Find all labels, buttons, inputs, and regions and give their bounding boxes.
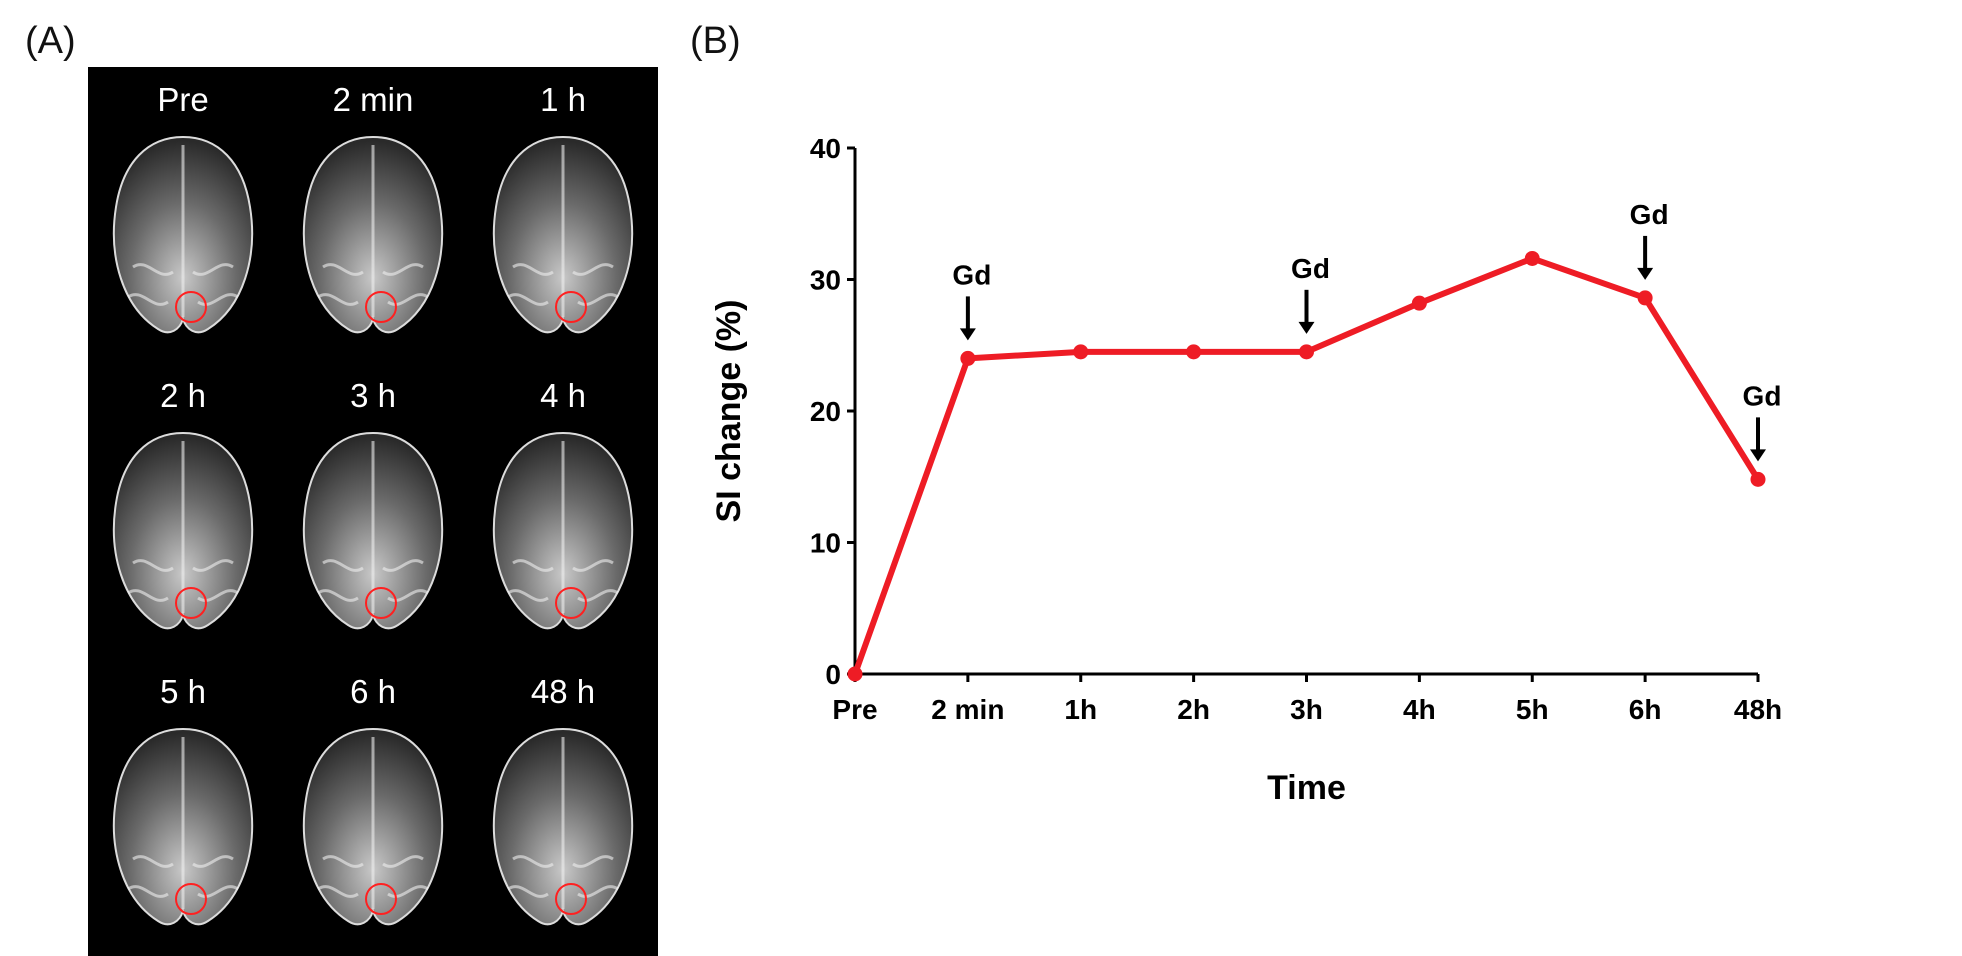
mri-image-cell: 3 h bbox=[278, 363, 468, 659]
x-axis-title: Time bbox=[1267, 769, 1346, 807]
annotation-arrow-head bbox=[1637, 267, 1654, 280]
data-point bbox=[1299, 344, 1314, 360]
mri-brain-image bbox=[302, 135, 444, 334]
mri-image-cell: 6 h bbox=[278, 659, 468, 955]
roi-circle bbox=[555, 291, 587, 323]
brain-sulci bbox=[317, 441, 429, 613]
annotation-label: Gd bbox=[1743, 380, 1782, 411]
roi-circle bbox=[555, 587, 587, 619]
roi-circle bbox=[175, 587, 207, 619]
x-tick-label: 5h bbox=[1516, 694, 1549, 725]
brain-sulci bbox=[127, 737, 239, 909]
mri-image-grid: Pre 2 min 1 h 2 h 3 h 4 h 5 h 6 h 48 h bbox=[88, 67, 658, 956]
mri-time-label: 4 h bbox=[540, 377, 586, 414]
brain-sulci bbox=[317, 737, 429, 909]
mri-image-cell: Pre bbox=[88, 67, 278, 363]
y-tick-label: 0 bbox=[825, 659, 841, 690]
data-point bbox=[1411, 295, 1427, 311]
mri-brain-image bbox=[302, 431, 444, 630]
mri-brain-image bbox=[492, 727, 634, 926]
mri-image-cell: 48 h bbox=[468, 659, 658, 955]
brain-sulci bbox=[507, 737, 619, 909]
mri-time-label: 2 min bbox=[332, 81, 414, 118]
mri-image-cell: 1 h bbox=[468, 67, 658, 363]
data-point bbox=[1524, 250, 1540, 266]
brain-sulci bbox=[507, 441, 619, 613]
x-tick-label: 48h bbox=[1734, 694, 1782, 725]
data-point bbox=[1637, 290, 1653, 306]
x-tick-label: 3h bbox=[1290, 694, 1323, 725]
x-tick-label: 2h bbox=[1177, 694, 1210, 725]
mri-brain-image bbox=[302, 727, 444, 926]
mri-brain-image bbox=[492, 431, 634, 630]
x-tick-label: Pre bbox=[832, 694, 877, 725]
data-point bbox=[960, 350, 976, 366]
mri-brain-image bbox=[112, 727, 254, 926]
data-point bbox=[1186, 344, 1202, 360]
x-tick-label: 6h bbox=[1629, 694, 1662, 725]
data-point bbox=[1073, 344, 1089, 360]
roi-circle bbox=[175, 291, 207, 323]
y-axis-title: SI change (%) bbox=[710, 300, 748, 523]
mri-time-label: 1 h bbox=[540, 81, 586, 118]
annotation-label: Gd bbox=[952, 259, 991, 290]
brain-sulci bbox=[317, 145, 429, 317]
brain-sulci bbox=[127, 441, 239, 613]
roi-circle bbox=[365, 291, 397, 323]
y-tick-label: 30 bbox=[810, 265, 841, 296]
mri-image-cell: 4 h bbox=[468, 363, 658, 659]
roi-circle bbox=[365, 587, 397, 619]
roi-circle bbox=[175, 883, 207, 915]
si-change-line-chart: 0 10 20 30 40 Pre 2 min 1h 2h 3h 4h 5h 6h 48h Time SI c… bbox=[710, 133, 1782, 807]
annotation-arrow-head bbox=[1298, 321, 1315, 334]
roi-circle bbox=[365, 883, 397, 915]
mri-image-cell: 2 h bbox=[88, 363, 278, 659]
panel-label-b: (B) bbox=[690, 20, 741, 62]
annotation-label: Gd bbox=[1630, 199, 1669, 230]
annotation-label: Gd bbox=[1291, 253, 1330, 284]
mri-time-label: 6 h bbox=[350, 673, 396, 710]
panel-label-a: (A) bbox=[25, 20, 76, 62]
x-tick-label: 2 min bbox=[931, 694, 1004, 725]
brain-sulci bbox=[507, 145, 619, 317]
annotation-arrow-head bbox=[1750, 449, 1766, 462]
x-tick-label: 1h bbox=[1064, 694, 1097, 725]
mri-brain-image bbox=[112, 135, 254, 334]
mri-time-label: Pre bbox=[157, 81, 209, 118]
data-point bbox=[847, 666, 863, 682]
mri-time-label: 2 h bbox=[160, 377, 206, 414]
brain-sulci bbox=[127, 145, 239, 317]
mri-image-cell: 2 min bbox=[278, 67, 468, 363]
y-tick-label: 40 bbox=[810, 133, 841, 164]
data-point bbox=[1750, 471, 1766, 487]
mri-brain-image bbox=[112, 431, 254, 630]
x-tick-label: 4h bbox=[1403, 694, 1436, 725]
mri-brain-image bbox=[492, 135, 634, 334]
mri-time-label: 3 h bbox=[350, 377, 396, 414]
mri-image-cell: 5 h bbox=[88, 659, 278, 955]
y-tick-label: 10 bbox=[810, 528, 841, 559]
mri-time-label: 48 h bbox=[530, 673, 596, 710]
roi-circle bbox=[555, 883, 587, 915]
y-tick-label: 20 bbox=[810, 396, 841, 427]
mri-time-label: 5 h bbox=[160, 673, 206, 710]
annotation-arrow-head bbox=[959, 328, 976, 341]
